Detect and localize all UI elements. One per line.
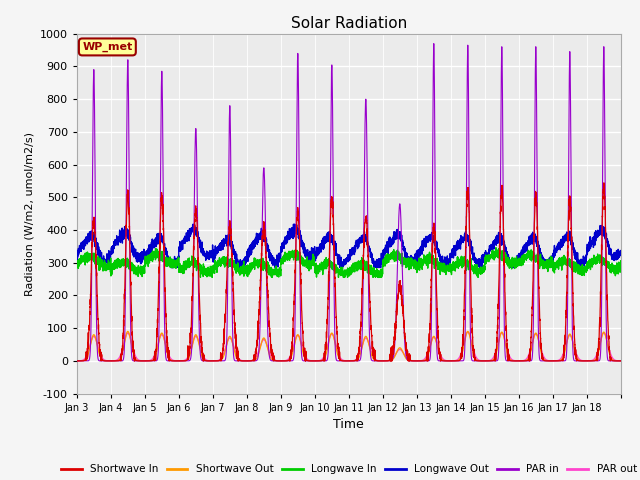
Y-axis label: Radiation (W/m2, umol/m2/s): Radiation (W/m2, umol/m2/s)	[24, 132, 34, 296]
Text: WP_met: WP_met	[82, 42, 132, 52]
Legend: Shortwave In, Shortwave Out, Longwave In, Longwave Out, PAR in, PAR out: Shortwave In, Shortwave Out, Longwave In…	[56, 460, 640, 479]
X-axis label: Time: Time	[333, 418, 364, 431]
Title: Solar Radiation: Solar Radiation	[291, 16, 407, 31]
